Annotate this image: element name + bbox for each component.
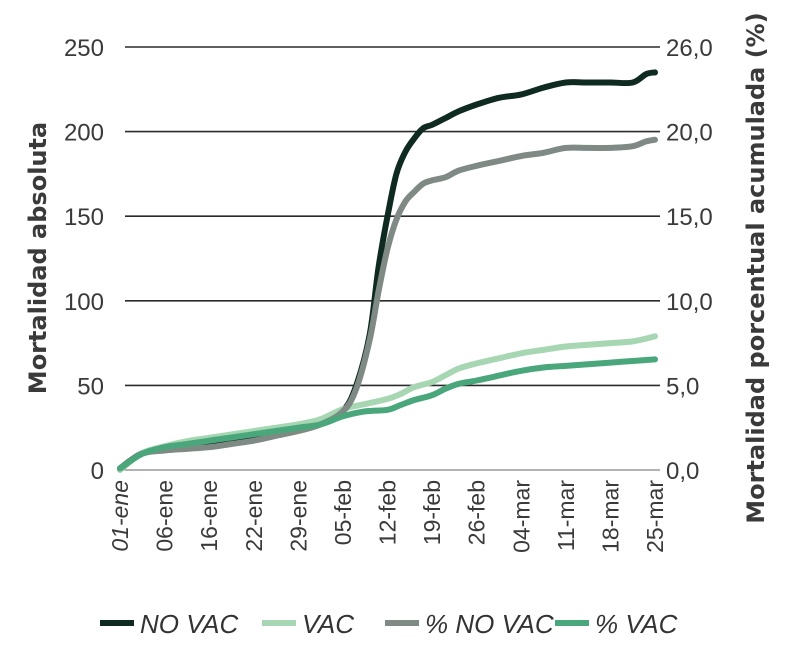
- left-tick-label: 200: [64, 120, 104, 147]
- legend-label-no-vac: % NO VAC: [425, 609, 554, 639]
- x-tick-label: 26-feb: [464, 480, 490, 545]
- series-line-no-vac: [117, 136, 658, 472]
- right-tick-label: 0,0: [666, 458, 699, 485]
- legend-label-no-vac: NO VAC: [140, 609, 238, 639]
- left-tick-label: 0: [91, 458, 104, 485]
- left-tick-label: 100: [64, 289, 104, 316]
- x-tick-label: 05-feb: [330, 480, 356, 545]
- gridlines: [120, 46, 660, 471]
- x-tick-label: 01-ene: [107, 480, 133, 552]
- left-tick-label: 150: [64, 204, 104, 231]
- x-tick-label: 18-mar: [597, 480, 623, 553]
- x-tick-label: 06-ene: [152, 480, 178, 552]
- right-tick-label: 26,0: [666, 35, 713, 62]
- x-tick-label: 16-ene: [196, 480, 222, 552]
- right-tick-label: 20,0: [666, 120, 713, 147]
- x-tick-label: 12-feb: [375, 480, 401, 545]
- series-line-vac: [117, 356, 658, 472]
- x-axis-ticks: 01-ene 06-ene 16-ene 22-ene 29-ene 05-feb 12-f…: [107, 480, 668, 553]
- series-lines: [117, 69, 658, 473]
- x-tick-label: 29-ene: [285, 480, 311, 552]
- left-axis-ticks: 0 50 100 150 200 250: [64, 35, 104, 485]
- right-axis-title: Mortalidad porcentual acumulada (%): [742, 12, 770, 523]
- right-tick-label: 15,0: [666, 204, 713, 231]
- legend: NO VAC VAC % NO VAC % VAC: [100, 609, 678, 639]
- x-tick-label: 19-feb: [419, 480, 445, 545]
- right-tick-label: 10,0: [666, 289, 713, 316]
- left-axis-title: Mortalidad absoluta: [24, 122, 52, 394]
- right-axis-ticks: 0,0 5,0 10,0 15,0 20,0 26,0: [666, 35, 713, 485]
- legend-label-vac: % VAC: [595, 609, 678, 639]
- x-tick-label: 04-mar: [508, 480, 534, 553]
- x-tick-label: 11-mar: [553, 480, 579, 551]
- right-tick-label: 5,0: [666, 373, 699, 400]
- left-tick-label: 250: [64, 35, 104, 62]
- x-tick-label: 22-ene: [241, 480, 267, 552]
- legend-label-vac: VAC: [302, 609, 354, 639]
- left-tick-label: 50: [77, 373, 104, 400]
- x-tick-label: 25-mar: [642, 480, 668, 553]
